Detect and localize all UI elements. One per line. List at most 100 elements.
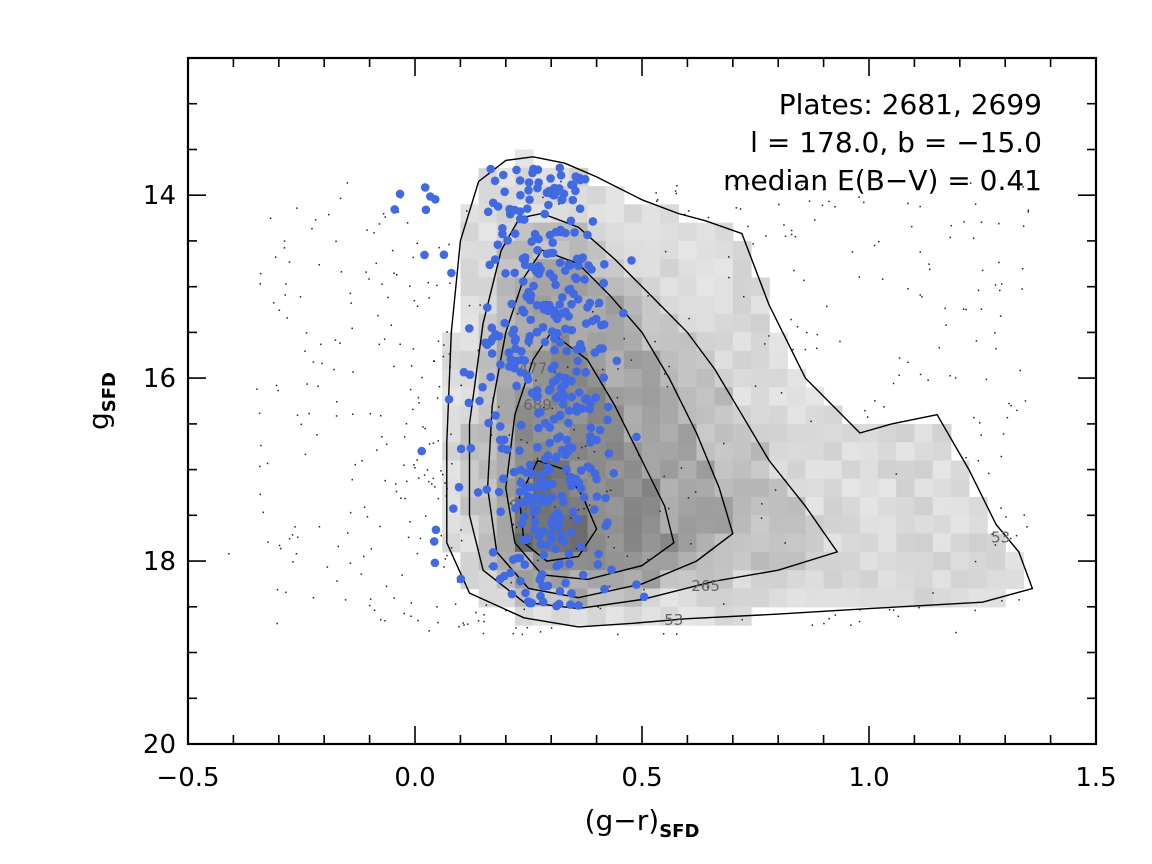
field-point — [583, 507, 585, 510]
field-point — [312, 597, 315, 599]
field-point — [551, 407, 553, 410]
field-point — [460, 529, 462, 531]
density-bin — [623, 515, 643, 535]
selected-star — [520, 215, 529, 224]
selected-star — [456, 444, 466, 454]
density-bin — [714, 314, 734, 333]
selected-star — [503, 236, 512, 245]
field-point — [361, 460, 363, 462]
density-bin — [623, 350, 643, 370]
density-bin — [714, 240, 734, 260]
density-bin — [660, 387, 679, 407]
selected-star — [495, 435, 505, 445]
field-point — [390, 324, 392, 326]
density-bin — [987, 570, 1006, 590]
density-bin — [769, 588, 788, 608]
field-point — [821, 204, 824, 207]
field-point — [539, 631, 542, 633]
density-bin — [696, 405, 716, 425]
field-point — [977, 289, 980, 292]
selected-star — [592, 492, 602, 501]
field-point — [414, 467, 416, 469]
selected-star — [523, 204, 532, 213]
density-bin — [642, 332, 661, 352]
field-point — [888, 608, 891, 611]
field-point — [1021, 268, 1024, 270]
density-bin — [714, 460, 734, 480]
selected-star — [520, 260, 530, 270]
field-point — [275, 384, 278, 387]
field-point — [437, 340, 440, 342]
selected-star — [426, 192, 435, 201]
density-bin — [805, 533, 825, 553]
field-point — [521, 633, 524, 636]
density-bin — [642, 277, 661, 297]
density-bin — [496, 277, 516, 297]
selected-star — [511, 344, 520, 354]
field-point — [654, 340, 656, 343]
selected-star — [519, 308, 529, 317]
field-point — [676, 185, 678, 187]
field-point — [288, 538, 291, 540]
density-bin — [642, 442, 661, 462]
field-point — [438, 385, 441, 388]
field-point — [991, 533, 993, 535]
selected-star — [568, 195, 578, 205]
selected-star — [545, 438, 555, 448]
density-bin — [823, 497, 843, 516]
selected-star — [488, 334, 497, 343]
selected-star — [588, 316, 597, 326]
field-point — [826, 305, 828, 308]
selected-star — [548, 238, 557, 247]
field-point — [985, 378, 988, 381]
field-point — [535, 379, 537, 382]
density-bin — [769, 423, 788, 443]
field-point — [647, 558, 649, 561]
density-bin — [932, 515, 952, 535]
field-point — [577, 457, 580, 459]
field-point — [409, 521, 411, 523]
field-point — [662, 633, 665, 635]
density-bin — [442, 533, 461, 553]
selected-star — [547, 518, 556, 528]
density-bin — [623, 423, 643, 443]
density-bin — [751, 515, 770, 535]
selected-star — [560, 380, 569, 390]
field-point — [228, 553, 230, 555]
selected-star — [520, 560, 530, 569]
field-point — [259, 283, 261, 285]
density-bin — [660, 314, 679, 333]
density-bin — [732, 460, 752, 480]
field-point — [294, 526, 296, 528]
density-bin — [787, 515, 807, 535]
selected-star — [420, 183, 430, 192]
density-bin — [605, 314, 625, 333]
selected-star — [516, 368, 525, 377]
field-point — [428, 630, 430, 632]
field-point — [526, 441, 528, 444]
field-point — [425, 515, 427, 517]
density-bin — [751, 369, 770, 388]
field-point — [416, 242, 418, 244]
selected-star — [562, 465, 571, 474]
field-point — [393, 597, 395, 599]
selected-star — [525, 195, 534, 204]
field-point — [432, 442, 435, 444]
density-bin — [642, 533, 661, 553]
field-point — [528, 543, 531, 545]
density-bin — [678, 240, 698, 260]
field-point — [428, 297, 430, 299]
field-point — [385, 443, 388, 445]
field-point — [532, 516, 535, 518]
field-point — [898, 357, 901, 359]
field-point — [839, 340, 841, 343]
field-point — [483, 620, 485, 623]
density-bin — [623, 387, 643, 407]
selected-star — [524, 178, 534, 187]
density-bin — [696, 606, 716, 626]
field-point — [690, 543, 692, 545]
density-bin — [460, 332, 480, 352]
field-point — [308, 412, 310, 415]
field-point — [379, 525, 381, 528]
selected-star — [564, 443, 574, 452]
